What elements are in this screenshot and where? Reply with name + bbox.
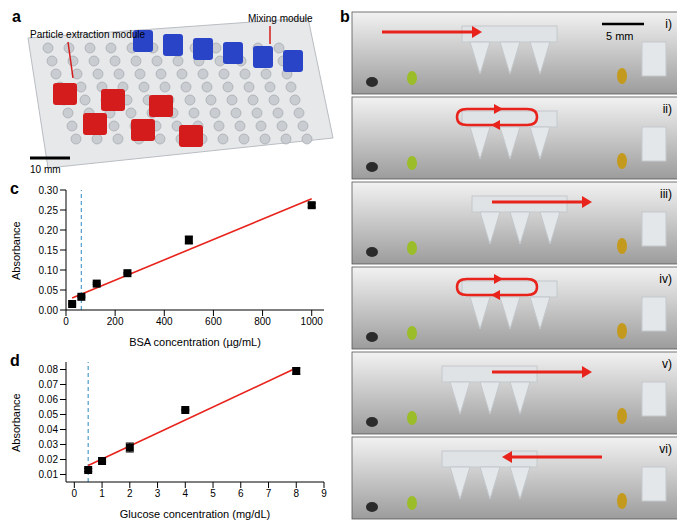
svg-text:800: 800 — [254, 316, 271, 327]
svg-text:0.03: 0.03 — [39, 439, 59, 450]
svg-text:Absorbance: Absorbance — [10, 221, 22, 280]
svg-text:v): v) — [662, 357, 672, 371]
svg-text:0.02: 0.02 — [39, 454, 59, 465]
svg-text:9: 9 — [321, 488, 327, 499]
svg-text:0.05: 0.05 — [39, 285, 59, 296]
svg-text:2: 2 — [127, 488, 133, 499]
svg-text:iii): iii) — [660, 187, 672, 201]
svg-text:0.20: 0.20 — [39, 225, 59, 236]
svg-text:0.07: 0.07 — [39, 379, 59, 390]
svg-text:400: 400 — [156, 316, 173, 327]
svg-text:6: 6 — [238, 488, 244, 499]
html-text:c: c — [10, 180, 19, 197]
svg-text:10 mm: 10 mm — [30, 164, 61, 175]
svg-text:BSA concentration (µg/mL): BSA concentration (µg/mL) — [129, 336, 261, 348]
svg-text:0.25: 0.25 — [39, 205, 59, 216]
svg-text:0.06: 0.06 — [39, 394, 59, 405]
svg-text:0.01: 0.01 — [39, 469, 59, 480]
svg-text:5 mm: 5 mm — [606, 30, 634, 42]
svg-text:8: 8 — [293, 488, 299, 499]
svg-text:0: 0 — [63, 316, 69, 327]
svg-text:0.10: 0.10 — [39, 265, 59, 276]
svg-text:Particle extraction module: Particle extraction module — [30, 29, 145, 40]
html-text:d: d — [10, 352, 20, 369]
svg-text:0.00: 0.00 — [39, 305, 59, 316]
svg-text:0.05: 0.05 — [39, 409, 59, 420]
svg-text:4: 4 — [183, 488, 189, 499]
svg-text:200: 200 — [107, 316, 124, 327]
svg-text:7: 7 — [266, 488, 272, 499]
svg-text:i): i) — [665, 17, 672, 31]
svg-text:5: 5 — [210, 488, 216, 499]
svg-text:0.15: 0.15 — [39, 245, 59, 256]
svg-text:b: b — [340, 8, 350, 25]
svg-text:Mixing module: Mixing module — [248, 13, 313, 24]
svg-text:3: 3 — [155, 488, 161, 499]
svg-text:iv): iv) — [659, 272, 672, 286]
svg-text:0: 0 — [72, 488, 78, 499]
svg-text:0.30: 0.30 — [39, 185, 59, 196]
svg-text:Glucose concentration (mg/dL): Glucose concentration (mg/dL) — [120, 508, 270, 520]
svg-text:1: 1 — [99, 488, 105, 499]
svg-text:a: a — [12, 8, 21, 25]
svg-text:ii): ii) — [663, 102, 672, 116]
svg-text:Absorbance: Absorbance — [10, 393, 22, 452]
svg-text:0.08: 0.08 — [39, 364, 59, 375]
svg-text:vi): vi) — [659, 442, 672, 456]
svg-text:0.04: 0.04 — [39, 424, 59, 435]
svg-text:1000: 1000 — [301, 316, 324, 327]
svg-text:600: 600 — [205, 316, 222, 327]
